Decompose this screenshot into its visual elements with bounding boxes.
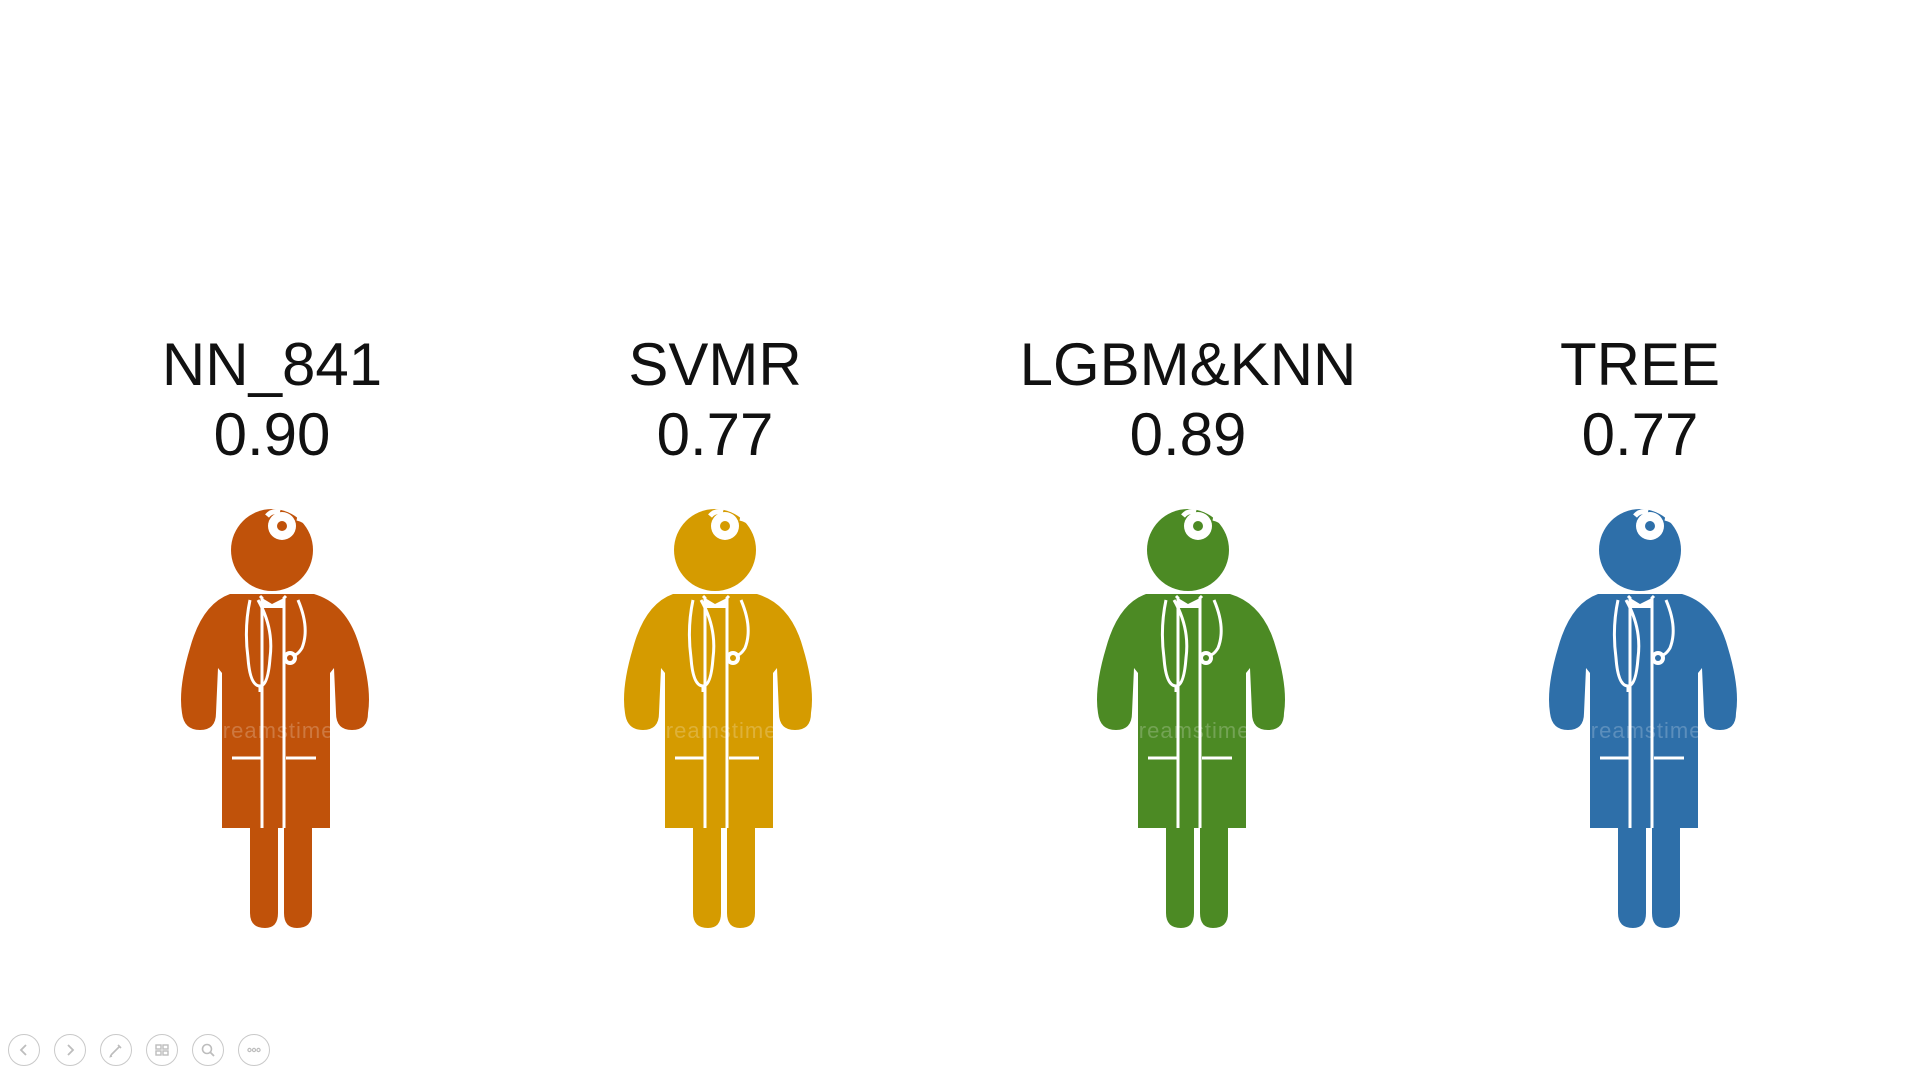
pen-tool-button[interactable] (100, 1034, 132, 1066)
model-score: 0.89 (1129, 401, 1247, 468)
doctor-icon: dreamstime (1097, 509, 1285, 928)
svg-text:dreamstime: dreamstime (210, 718, 335, 743)
model-score: 0.77 (656, 401, 774, 468)
model-score: 0.90 (213, 401, 331, 468)
doctor-figure: dreamstime (605, 508, 825, 928)
doctor-figure: dreamstime (1078, 508, 1298, 928)
model-card-lgbm-knn: LGBM&KNN 0.89 dreamsti (978, 330, 1398, 928)
model-score: 0.77 (1581, 401, 1699, 468)
more-options-button[interactable] (238, 1034, 270, 1066)
model-name: TREE (1559, 331, 1721, 398)
slideshow-controls (8, 1034, 270, 1066)
doctor-icon: dreamstime (1549, 509, 1737, 928)
zoom-button[interactable] (192, 1034, 224, 1066)
model-name: SVMR (628, 331, 802, 398)
previous-icon (19, 1044, 27, 1056)
doctor-icon: dreamstime (624, 509, 812, 928)
svg-text:dreamstime: dreamstime (1126, 718, 1251, 743)
next-icon (67, 1044, 75, 1056)
doctor-icon: dreamstime (181, 509, 369, 928)
zoom-icon (201, 1043, 215, 1057)
model-name: LGBM&KNN (1019, 331, 1357, 398)
model-card-tree: TREE 0.77 dreamstime (1430, 330, 1850, 928)
svg-text:dreamstime: dreamstime (653, 718, 778, 743)
model-card-nn-841: NN_841 0.90 (62, 330, 482, 928)
more-options-icon (247, 1047, 261, 1053)
pen-icon (109, 1044, 122, 1058)
slides-grid-icon (155, 1044, 169, 1056)
svg-text:dreamstime: dreamstime (1578, 718, 1703, 743)
doctor-figure: dreamstime (162, 508, 382, 928)
doctor-figure: dreamstime (1530, 508, 1750, 928)
model-card-svmr: SVMR 0.77 dreamstime (505, 330, 925, 928)
previous-slide-button[interactable] (8, 1034, 40, 1066)
model-name: NN_841 (161, 331, 383, 398)
next-slide-button[interactable] (54, 1034, 86, 1066)
see-all-slides-button[interactable] (146, 1034, 178, 1066)
